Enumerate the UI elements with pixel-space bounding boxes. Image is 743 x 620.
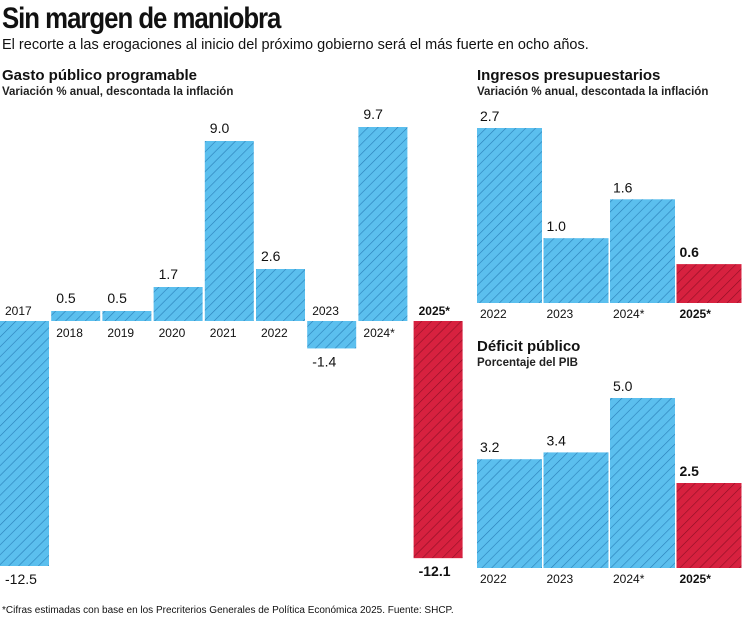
chart-gasto-bars: 2017 -12.5 2018 0.5 2019 0.5 2020 1.7 2021 9.0 202…	[0, 106, 463, 587]
deficit-bar-2024	[610, 398, 675, 568]
ingresos-bar-2022	[477, 128, 542, 303]
deficit-value-label-2022: 3.2	[480, 439, 500, 455]
footnote: *Cifras estimadas con base en los Precri…	[2, 605, 454, 616]
gasto-value-label-2021: 9.0	[210, 120, 230, 136]
gasto-bar-2017	[0, 321, 49, 566]
gasto-category-label-2022: 2022	[261, 326, 288, 340]
deficit-value-label-2024: 5.0	[613, 378, 633, 394]
chart-deficit-subtitle: Porcentaje del PIB	[477, 357, 578, 369]
deficit-bar-2023	[543, 452, 609, 568]
gasto-value-label-2023: -1.4	[312, 353, 336, 369]
gasto-bar-2022	[256, 269, 305, 321]
gasto-category-label-2023: 2023	[312, 304, 339, 318]
ingresos-category-label-2023: 2023	[547, 307, 574, 321]
ingresos-value-label-2023: 1.0	[547, 218, 567, 234]
gasto-value-label-2019: 0.5	[107, 290, 127, 306]
page-title: Sin margen de maniobra	[2, 2, 281, 35]
deficit-category-label-2025: 2025*	[680, 572, 712, 586]
gasto-category-label-2020: 2020	[159, 326, 186, 340]
ingresos-category-label-2022: 2022	[480, 307, 507, 321]
ingresos-bar-2025	[676, 264, 742, 303]
ingresos-value-label-2022: 2.7	[480, 108, 500, 124]
gasto-category-label-2019: 2019	[107, 326, 134, 340]
gasto-category-label-2021: 2021	[210, 326, 237, 340]
chart-gasto-subtitle: Variación % anual, descontada la inflaci…	[2, 86, 233, 98]
gasto-value-label-2017: -12.5	[5, 571, 37, 587]
ingresos-category-label-2025: 2025*	[680, 307, 712, 321]
gasto-category-label-2024: 2024*	[363, 326, 395, 340]
chart-deficit: Déficit público Porcentaje del PIB 3.2 20…	[477, 338, 742, 586]
ingresos-bar-2024	[610, 199, 675, 303]
ingresos-category-label-2024: 2024*	[613, 307, 645, 321]
gasto-bar-2024	[358, 127, 408, 321]
chart-gasto: Gasto público programable Variación % an…	[0, 67, 463, 587]
deficit-category-label-2022: 2022	[480, 572, 507, 586]
ingresos-value-label-2024: 1.6	[613, 179, 633, 195]
chart-ingresos-bars: 2.7 2022 1.0 2023 1.6 2024* 0.6 2025*	[477, 108, 742, 321]
deficit-value-label-2023: 3.4	[547, 432, 567, 448]
gasto-bar-2018	[51, 311, 101, 321]
deficit-bar-2025	[676, 483, 742, 568]
ingresos-bar-2023	[543, 238, 609, 303]
deficit-category-label-2023: 2023	[547, 572, 574, 586]
gasto-bar-2025	[413, 321, 463, 559]
chart-ingresos: Ingresos presupuestarios Variación % anu…	[477, 67, 742, 321]
chart-deficit-bars: 3.2 2022 3.4 2023 5.0 2024* 2.5 2025*	[477, 378, 742, 586]
deficit-value-label-2025: 2.5	[680, 463, 700, 479]
gasto-value-label-2020: 1.7	[159, 266, 179, 282]
page-subtitle: El recorte a las erogaciones al inicio d…	[2, 37, 589, 53]
gasto-value-label-2022: 2.6	[261, 248, 281, 264]
gasto-value-label-2018: 0.5	[56, 290, 76, 306]
deficit-bar-2022	[477, 459, 542, 568]
gasto-category-label-2017: 2017	[5, 304, 32, 318]
gasto-bar-2019	[102, 311, 152, 321]
chart-deficit-title: Déficit público	[477, 338, 580, 355]
gasto-bar-2023	[307, 321, 357, 349]
gasto-value-label-2024: 9.7	[363, 106, 383, 122]
chart-ingresos-subtitle: Variación % anual, descontada la inflaci…	[477, 86, 708, 98]
ingresos-value-label-2025: 0.6	[680, 244, 700, 260]
chart-ingresos-title: Ingresos presupuestarios	[477, 67, 660, 84]
chart-gasto-title: Gasto público programable	[2, 67, 197, 84]
gasto-category-label-2025: 2025*	[419, 304, 451, 318]
gasto-bar-2021	[204, 141, 254, 321]
deficit-category-label-2024: 2024*	[613, 572, 645, 586]
gasto-bar-2020	[153, 287, 203, 321]
gasto-category-label-2018: 2018	[56, 326, 83, 340]
gasto-value-label-2025: -12.1	[419, 563, 451, 579]
